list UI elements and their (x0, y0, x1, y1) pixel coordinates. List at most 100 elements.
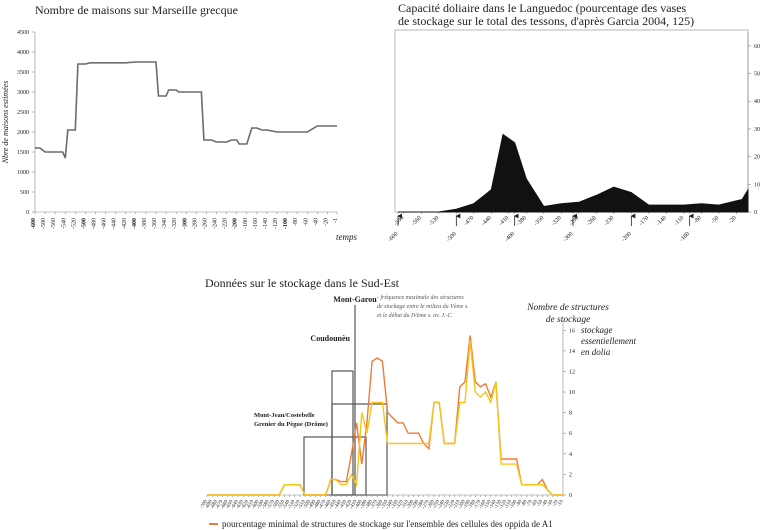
x-tick-label: -320 (396, 499, 405, 510)
x-tick-label: -480 (313, 499, 322, 510)
x-tick-label: -420 (122, 218, 128, 229)
x-tick-label: -270 (422, 499, 431, 510)
y-tick-label: 50 (754, 72, 760, 78)
y-tick-label: 6 (569, 431, 572, 437)
y-tick-label: 10 (569, 390, 575, 396)
x-tick-label: -590 (257, 499, 266, 510)
x-tick-label: -230 (603, 215, 615, 227)
y-tick-label: 10 (754, 182, 760, 188)
x-tick-label: -320 (551, 215, 563, 227)
y-tick-label: 60 (754, 44, 760, 50)
x-tick-label: -470 (463, 215, 475, 227)
x-tick-label: -630 (236, 499, 245, 510)
x-tick-label: -320 (172, 218, 178, 229)
x-tick-label: -160 (478, 499, 487, 510)
x-tick-label: -100 (509, 499, 518, 510)
x-tick-label: -530 (288, 499, 297, 510)
x-tick-label: -600 (387, 231, 399, 243)
x-tick-label: -340 (162, 218, 168, 229)
x-tick-label: -440 (334, 499, 343, 510)
annotation: Grenier du Pègue (Drôme) (254, 421, 328, 428)
x-tick-label: -380 (516, 215, 528, 227)
x-tick-label: -430 (339, 499, 348, 510)
x-tick-label: -610 (246, 499, 255, 510)
chart-title: Données sur le stockage dans le Sud-Est (205, 276, 400, 290)
y-tick-label: 1500 (17, 150, 29, 156)
y-tick-label: 0 (569, 493, 572, 499)
y-tick-label: 4 (569, 452, 572, 458)
x-tick-label: -240 (213, 218, 219, 229)
x-tick-label: -380 (142, 218, 148, 229)
x-tick-label: -200 (458, 499, 467, 510)
annotation: essentiellement (581, 336, 636, 346)
x-tick-label: -120 (273, 218, 279, 229)
line (35, 61, 337, 159)
x-tick-label: -160 (253, 218, 259, 229)
x-tick-label: -410 (498, 215, 510, 227)
x-tick-label: -50 (536, 499, 544, 508)
x-tick-label: -520 (71, 218, 77, 229)
y-tick-label: 2500 (17, 110, 29, 116)
x-tick-label: -360 (375, 499, 384, 510)
x-tick-label: -400 (355, 499, 364, 510)
x-tick-label: -220 (447, 499, 456, 510)
x-tick-label: -120 (499, 499, 508, 510)
chart-title: de stockage sur le total des tessons, d'… (398, 14, 694, 28)
x-tick-label: -670 (215, 499, 224, 510)
x-tick-label: -460 (324, 499, 333, 510)
x-tick-label: -700 (200, 499, 209, 510)
x-tick-label: -340 (386, 499, 395, 510)
x-tick-label: -110 (504, 499, 513, 510)
y-tick-label: 2 (569, 472, 572, 478)
x-tick-label: -40 (542, 499, 550, 508)
x-tick-label: -10 (557, 499, 565, 508)
y-tick-label: 12 (569, 369, 575, 375)
y-tick-label: 0 (26, 210, 29, 216)
x-tick-label: -20 (728, 215, 738, 225)
y-axis-label: de stockage (546, 315, 591, 325)
x-tick-label: -350 (380, 499, 389, 510)
annotation: en dolia (581, 347, 611, 357)
y-tick-label: 3500 (17, 70, 29, 76)
x-tick-label: -140 (263, 218, 269, 229)
x-tick-label: -370 (370, 499, 379, 510)
x-tick-label: -140 (656, 215, 668, 227)
x-tick-label: -230 (442, 499, 451, 510)
x-tick-label: -420 (344, 499, 353, 510)
x-tick-label: -100 (679, 231, 691, 243)
x-tick-label: -30 (547, 499, 555, 508)
x-tick-label: -600 (251, 499, 260, 510)
x-tick-label: -520 (293, 499, 302, 510)
x-tick-label: -260 (427, 499, 436, 510)
x-tick-label: -110 (673, 215, 685, 227)
x-tick-label: -400 (504, 231, 516, 243)
x-tick-label: -260 (586, 215, 598, 227)
x-tick-label: -250 (432, 499, 441, 510)
x-tick-label: -680 (210, 499, 219, 510)
y-tick-label: 20 (754, 155, 760, 161)
x-tick-label: -500 (81, 218, 87, 229)
x-tick-label: -140 (489, 499, 498, 510)
x-tick-label: -260 (202, 218, 208, 229)
x-tick-label: -180 (243, 218, 249, 229)
x-tick-label: -130 (494, 499, 503, 510)
x-tick-label: -310 (401, 499, 410, 510)
x-tick-label: -360 (152, 218, 158, 229)
y-axis-label: Nbre de maisons estimées (1, 81, 10, 165)
x-tick-label: -280 (192, 218, 198, 229)
x-tick-label: -170 (473, 499, 482, 510)
x-tick-label: -590 (393, 215, 405, 227)
x-tick-label: -290 (411, 499, 420, 510)
x-tick-label: -80 (693, 215, 703, 225)
x-tick-label: -210 (453, 499, 462, 510)
x-tick-label: -390 (360, 499, 369, 510)
x-tick-label: -620 (241, 499, 250, 510)
x-tick-label: -300 (406, 499, 415, 510)
x-tick-label: -60 (303, 218, 309, 226)
x-tick-label: -100 (283, 218, 289, 229)
x-tick-label: -560 (411, 215, 423, 227)
y-tick-label: 8 (569, 411, 572, 417)
x-tick-label: -180 (468, 499, 477, 510)
annotation: - fréquence maximale des structures (377, 294, 464, 301)
